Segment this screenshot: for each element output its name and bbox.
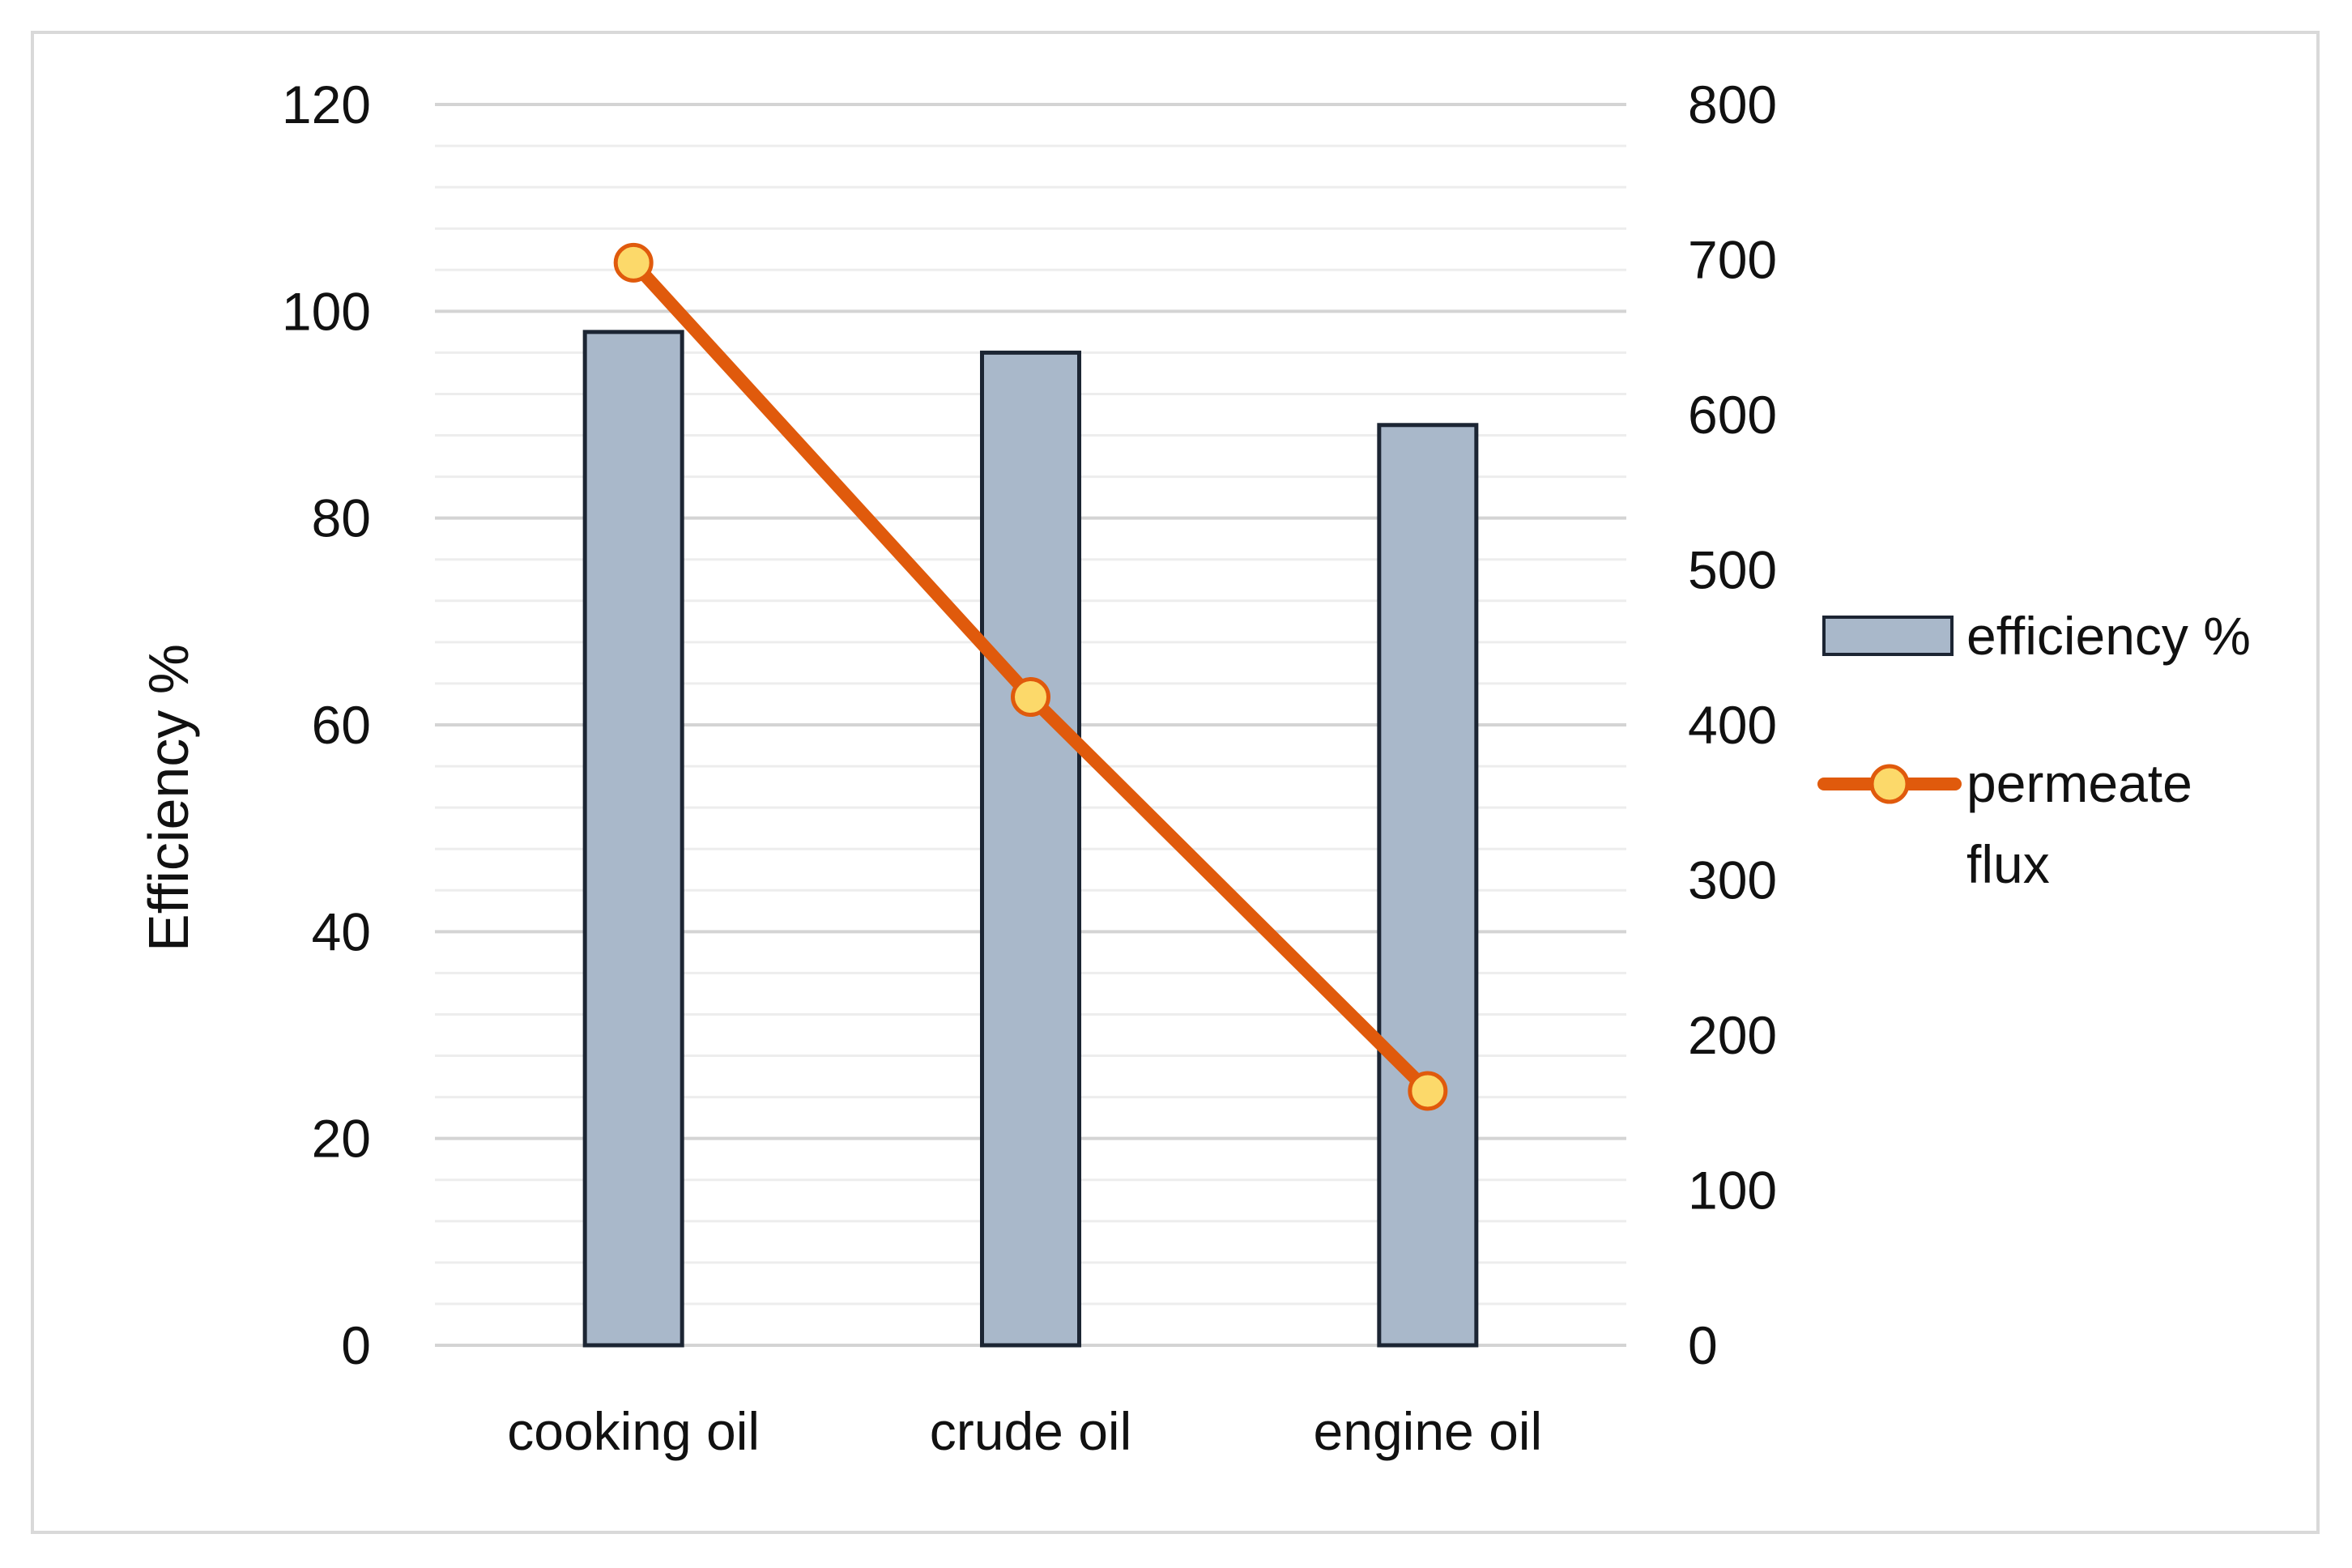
y2-tick-label: 700 (1688, 230, 1777, 290)
legend-label-efficiency: efficiency % (1966, 606, 2251, 666)
x-axis-ticks: cooking oil crude oil engine oil (507, 1401, 1542, 1461)
bar (980, 350, 1081, 1348)
y2-tick-label: 800 (1688, 75, 1777, 134)
line-series (613, 242, 1448, 1111)
line-marker (613, 242, 654, 283)
y2-tick-label: 500 (1688, 540, 1777, 600)
x-tick-label: cooking oil (507, 1401, 760, 1461)
y-tick-label: 120 (282, 75, 371, 134)
y2-tick-label: 0 (1688, 1315, 1718, 1375)
y-tick-label: 60 (312, 695, 371, 755)
x-tick-label: engine oil (1314, 1401, 1543, 1461)
bar-series (582, 330, 1479, 1348)
bar (582, 330, 684, 1348)
line-marker (1408, 1071, 1448, 1111)
y2-tick-label: 200 (1688, 1005, 1777, 1065)
y-tick-label: 0 (341, 1315, 371, 1375)
y-axis-title: Efficiency % (137, 644, 200, 952)
y-tick-label: 40 (312, 901, 371, 961)
line-marker (1011, 677, 1050, 718)
x-tick-label: crude oil (930, 1401, 1131, 1461)
y-tick-label: 80 (312, 488, 371, 548)
y2-tick-label: 400 (1688, 695, 1777, 755)
y2-tick-label: 100 (1688, 1161, 1777, 1221)
y2-tick-label: 600 (1688, 385, 1777, 445)
legend-swatch-efficiency (1822, 616, 1954, 656)
bar (1377, 423, 1479, 1348)
y2-tick-label: 300 (1688, 850, 1777, 910)
legend: efficiency % permeate flux (1817, 606, 2251, 894)
y-axis-ticks: 0 20 40 60 80 100 120 (282, 75, 371, 1375)
y-tick-label: 100 (282, 281, 371, 341)
y2-axis-ticks: 0 100 200 300 400 500 600 700 800 (1688, 75, 1777, 1375)
legend-swatch-flux-marker (1869, 764, 1910, 804)
y-tick-label: 20 (312, 1109, 371, 1169)
legend-label-flux: permeate flux (1966, 753, 2192, 894)
